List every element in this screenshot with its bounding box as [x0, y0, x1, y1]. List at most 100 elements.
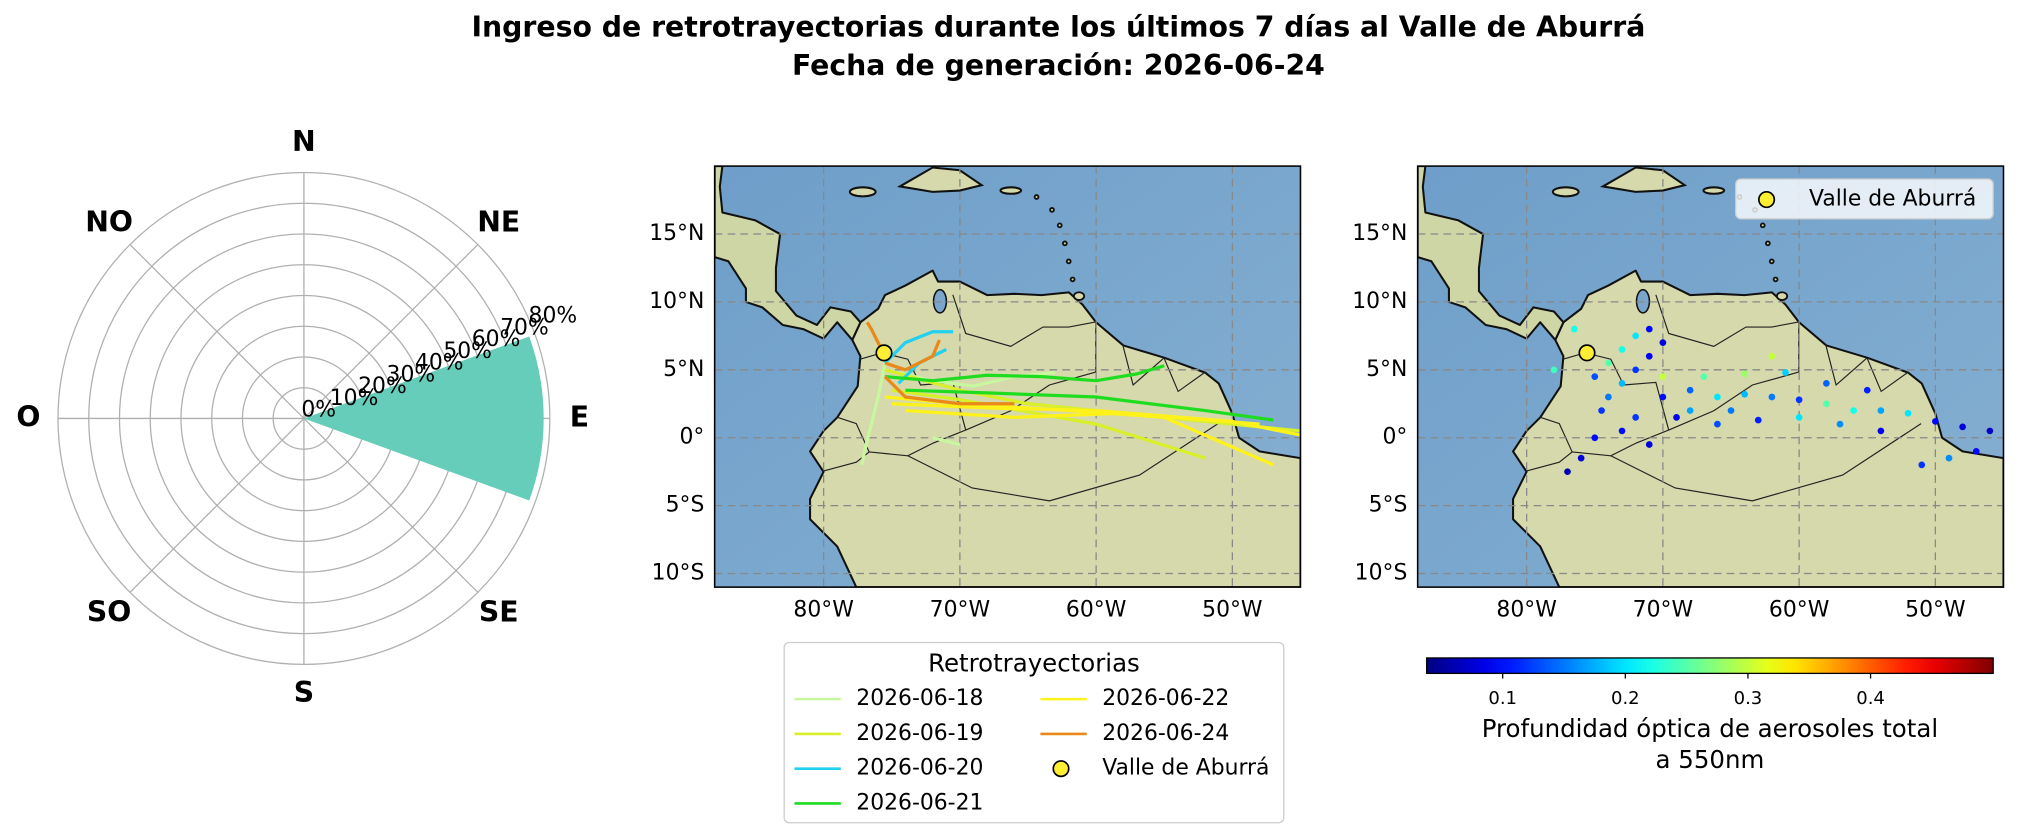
y-tick-label: 15°N: [1352, 221, 1407, 246]
angular-grid-line: [129, 244, 305, 419]
aod-point: [1795, 414, 1803, 421]
aod-point: [1959, 423, 1966, 431]
aod-point: [1659, 373, 1667, 380]
y-tick-label: 0°: [1382, 425, 1407, 450]
radial-tick-label: 70%: [500, 315, 549, 340]
direction-label: NE: [477, 206, 520, 239]
map-area: [714, 166, 1301, 588]
aod-point: [1632, 366, 1639, 374]
legend-marker: [1052, 760, 1070, 778]
colorbar-label-line: a 550nm: [1656, 745, 1765, 774]
aod-point: [1686, 386, 1694, 394]
aod-point: [1918, 461, 1926, 469]
aod-point: [1836, 420, 1844, 428]
aod-point: [1577, 454, 1585, 462]
legend-label: 2026-06-19: [856, 721, 983, 746]
aod-point: [1727, 407, 1735, 414]
colorbar-label: Profundidad óptica de aerosoles total a 5…: [1482, 714, 1938, 774]
aod-point: [1782, 369, 1789, 376]
aod-point: [1550, 366, 1558, 374]
legend-marker: [1758, 191, 1776, 209]
aod-point: [1598, 407, 1605, 414]
aod-point: [1823, 380, 1830, 387]
angular-grid-line: [303, 244, 479, 419]
map-frame: [713, 165, 1302, 588]
aod-point: [1686, 407, 1694, 414]
aod-point: [1645, 441, 1653, 448]
aod-point: [1768, 393, 1776, 401]
x-tick-label: 60°W: [1066, 597, 1126, 622]
x-tick-label: 80°W: [793, 597, 853, 622]
angular-grid-line: [303, 417, 479, 593]
aod-point: [1741, 370, 1748, 378]
aod-point: [1768, 352, 1776, 360]
y-tick-label: 5°S: [1369, 493, 1408, 518]
aod-point: [1645, 352, 1653, 360]
location-marker: [1578, 344, 1596, 362]
x-tick-label: 50°W: [1202, 597, 1262, 622]
aod-point: [1741, 390, 1748, 398]
aod-point: [1632, 414, 1639, 421]
legend-label: 2026-06-24: [1102, 721, 1229, 746]
aod-point: [1795, 396, 1803, 404]
radial-tick-label: 0%: [301, 398, 336, 423]
radial-tick-label: 10%: [330, 386, 379, 411]
direction-label: SE: [479, 595, 519, 628]
legend-label: 2026-06-20: [856, 756, 983, 781]
trajectory: [884, 364, 1274, 422]
y-tick-label: 10°N: [1352, 289, 1407, 314]
y-tick-label: 10°S: [1355, 561, 1408, 586]
x-tick-label: 50°W: [1905, 597, 1965, 622]
aod-point: [1591, 434, 1599, 442]
colorbar-tick-label: 0.1: [1488, 688, 1517, 709]
radial-tick-label: 60%: [472, 327, 521, 352]
y-tick-label: 10°S: [652, 561, 705, 586]
aod-point: [1932, 418, 1939, 425]
aod-point: [1823, 400, 1830, 408]
y-tick-label: 5°N: [1366, 357, 1407, 382]
y-tick-label: 0°: [679, 425, 704, 450]
x-tick-label: 70°W: [930, 597, 990, 622]
x-tick-label: 70°W: [1633, 597, 1693, 622]
colorbar-tick-label: 0.2: [1611, 688, 1640, 709]
aod-point: [1591, 373, 1599, 380]
rose-bar: [303, 336, 544, 501]
aod-point: [1700, 373, 1708, 380]
x-tick-label: 80°W: [1496, 597, 1556, 622]
radial-tick-label: 40%: [415, 351, 464, 376]
aod-point: [1972, 447, 1980, 455]
legend-title: Retrotrayectorias: [928, 648, 1140, 677]
aod-point: [1618, 346, 1626, 353]
radial-tick-label: 50%: [443, 339, 492, 364]
y-tick-label: 5°N: [663, 357, 704, 382]
direction-label: SO: [87, 595, 131, 628]
legend-label: 2026-06-21: [856, 790, 983, 815]
figure-title: Ingreso de retrotrayectorias durante los…: [471, 10, 1645, 43]
legend-label: Valle de Aburrá: [1102, 756, 1269, 781]
aod-point: [1714, 420, 1721, 428]
location-marker: [875, 344, 893, 362]
aod-point: [1564, 468, 1571, 476]
colorbar-label-line: Profundidad óptica de aerosoles total: [1482, 714, 1938, 743]
colorbar-tick-label: 0.4: [1856, 688, 1885, 709]
aod-point: [1986, 427, 1994, 435]
aod-point: [1570, 325, 1578, 333]
map-frame: [1416, 165, 2005, 588]
radial-tick-label: 30%: [387, 362, 436, 387]
aod-point: [1673, 414, 1680, 421]
direction-label: E: [570, 400, 589, 433]
x-tick-label: 60°W: [1769, 597, 1829, 622]
aod-point: [1850, 407, 1857, 414]
aod-point: [1618, 427, 1626, 435]
aod-point: [1863, 386, 1871, 394]
aod-point: [1632, 332, 1639, 340]
aod-point: [1605, 359, 1612, 367]
aod-point: [1659, 393, 1667, 401]
y-tick-label: 10°N: [649, 289, 704, 314]
radial-tick-label: 20%: [358, 374, 407, 399]
legend-label: 2026-06-22: [1102, 686, 1229, 711]
aod-point: [1754, 416, 1762, 424]
aod-point: [1945, 454, 1953, 462]
direction-label: O: [16, 400, 40, 433]
